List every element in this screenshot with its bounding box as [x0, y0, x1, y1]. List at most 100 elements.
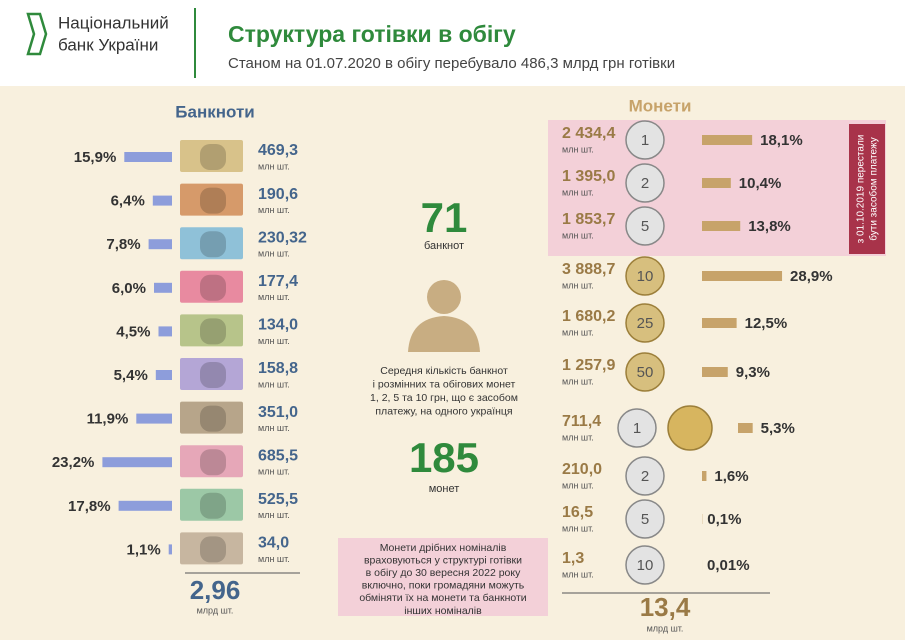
share-label: 4,5%	[116, 323, 150, 340]
share-bar	[155, 370, 172, 380]
count: 16,5	[562, 504, 593, 521]
share-label: 28,9%	[790, 268, 833, 285]
coin-face: 1	[633, 420, 641, 437]
coin	[617, 408, 657, 448]
banknote-image	[180, 314, 243, 347]
share-bar	[152, 195, 172, 206]
count: 210,0	[562, 461, 602, 478]
banknote-portrait	[200, 231, 226, 258]
coin-face: 2	[641, 175, 649, 192]
coin-face: 5	[641, 511, 649, 528]
share-label: 13,8%	[748, 218, 791, 235]
share-bar	[124, 152, 172, 162]
share-label: 23,2%	[52, 454, 95, 471]
count: 469,3	[258, 142, 298, 159]
share-label: 0,1%	[707, 511, 741, 528]
unit: млн шт.	[562, 376, 594, 386]
share-bar	[738, 423, 753, 433]
share-label: 10,4%	[739, 175, 782, 192]
logo-mark	[26, 12, 48, 56]
avg-banknotes-label: банкнот	[424, 240, 464, 252]
count: 3 888,7	[562, 261, 615, 278]
unit: млн шт.	[258, 292, 290, 302]
avg-coins-label: монет	[429, 483, 460, 495]
banknote-portrait	[200, 144, 226, 170]
header	[0, 0, 905, 86]
logo-text: Національний	[58, 13, 169, 32]
banknote-image	[180, 140, 243, 172]
coin-face: 1	[641, 132, 649, 149]
banknote-portrait	[200, 449, 226, 476]
share-bar	[102, 457, 172, 468]
banknote-image	[180, 532, 243, 565]
banknote-portrait	[200, 405, 226, 432]
share-label: 11,9%	[87, 411, 129, 428]
unit: млн шт.	[562, 480, 594, 490]
note: обміняти їх на монети та банкноти	[359, 592, 526, 604]
share-bar	[158, 326, 172, 337]
total-unit: млрд шт.	[197, 605, 234, 615]
side-note: з 01.10.2019 перестали	[856, 135, 867, 244]
banknote-portrait	[200, 187, 226, 214]
coin	[625, 303, 665, 343]
share-label: 7,8%	[106, 236, 140, 253]
coin	[625, 499, 665, 539]
coin	[667, 405, 713, 451]
coin	[625, 120, 665, 160]
banknote-image	[180, 358, 243, 390]
total: 2,96	[190, 575, 241, 605]
share-label: 0,01%	[707, 557, 750, 574]
count: 134,0	[258, 317, 298, 334]
section-title: Монети	[629, 96, 692, 115]
coin	[625, 206, 665, 246]
share-label: 1,1%	[126, 541, 160, 558]
unit: млн шт.	[258, 379, 290, 389]
unit: млн шт.	[562, 327, 594, 337]
count: 1 853,7	[562, 211, 615, 228]
banknote-image	[180, 227, 243, 260]
unit: млн шт.	[562, 432, 594, 442]
unit: млн шт.	[562, 523, 594, 533]
unit: млн шт.	[562, 187, 594, 197]
share-bar	[702, 221, 741, 231]
banknote-image	[180, 488, 243, 521]
share-label: 9,3%	[736, 364, 770, 381]
count: 230,32	[258, 229, 307, 246]
banknote-portrait	[200, 318, 226, 345]
note: Монети дрібних номіналів	[380, 542, 507, 554]
share-bar	[702, 271, 783, 281]
title: Структура готівки в обігу	[228, 21, 516, 47]
description: Середня кількість банкнот	[380, 365, 508, 377]
banknote-image	[180, 445, 243, 478]
description: 1, 2, 5 та 10 грн, що є засобом	[370, 392, 518, 404]
coin-face: 10	[637, 268, 654, 285]
count: 34,0	[258, 535, 289, 552]
share-label: 12,5%	[745, 315, 788, 332]
unit: млн шт.	[258, 249, 290, 259]
count: 685,5	[258, 447, 298, 464]
banknote-portrait	[200, 536, 226, 563]
coin	[625, 456, 665, 496]
note: інших номіналів	[404, 605, 482, 617]
note: в обігу до 30 вересня 2022 року	[366, 567, 521, 579]
banknote-portrait	[200, 492, 226, 519]
logo-text: банк України	[58, 35, 158, 54]
note: включно, поки громадяни можуть	[362, 580, 525, 592]
count: 525,5	[258, 491, 298, 508]
count: 1 680,2	[562, 308, 615, 325]
avg-coins: 185	[409, 434, 479, 481]
coin-face: 5	[641, 218, 649, 235]
share-bar	[702, 367, 728, 377]
share-label: 15,9%	[74, 149, 117, 166]
count: 711,4	[562, 413, 601, 430]
share-bar	[118, 500, 172, 511]
share-label: 18,1%	[760, 132, 803, 149]
note-box	[338, 538, 548, 616]
count: 2 434,4	[562, 125, 615, 142]
subtitle: Станом на 01.07.2020 в обігу перебувало …	[228, 55, 675, 72]
unit: млн шт.	[562, 280, 594, 290]
count: 177,4	[258, 273, 298, 290]
count: 351,0	[258, 404, 298, 421]
share-bar	[702, 471, 707, 481]
coin-face: 25	[637, 315, 654, 332]
